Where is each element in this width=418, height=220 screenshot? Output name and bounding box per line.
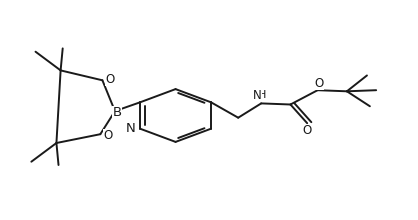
- Text: O: O: [105, 73, 115, 86]
- Text: N: N: [253, 88, 262, 102]
- Text: O: O: [103, 129, 112, 142]
- Text: B: B: [112, 106, 122, 119]
- Text: O: O: [303, 124, 312, 137]
- Text: O: O: [314, 77, 324, 90]
- Text: H: H: [258, 90, 267, 100]
- Text: N: N: [126, 122, 136, 135]
